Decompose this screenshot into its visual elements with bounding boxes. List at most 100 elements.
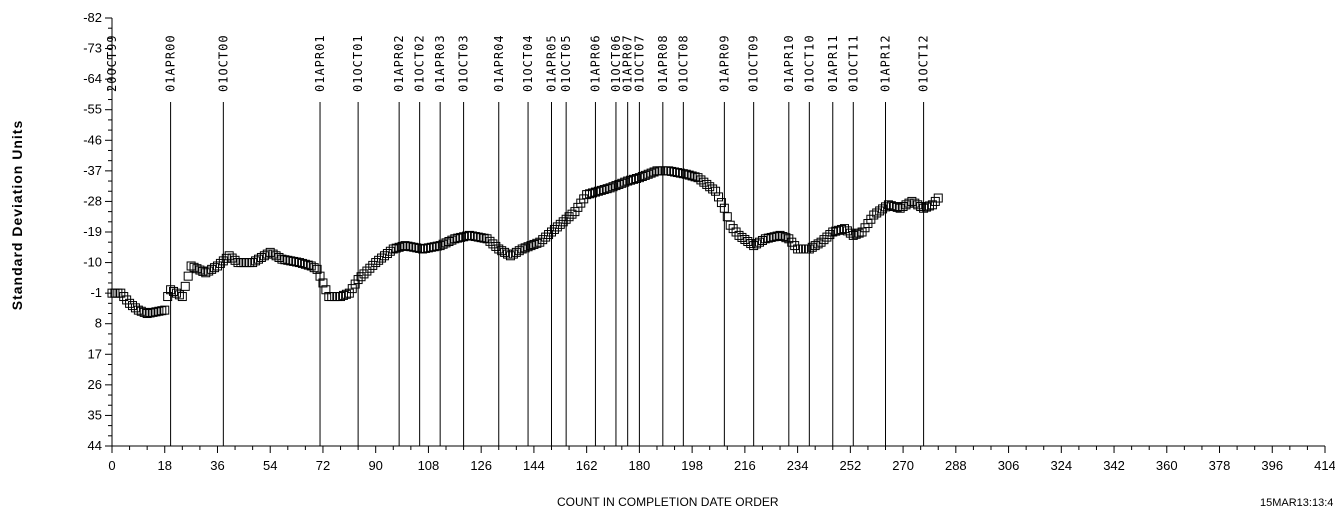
data-point — [725, 220, 735, 230]
x-tick-label: 18 — [158, 458, 172, 473]
data-point — [520, 243, 530, 253]
x-tick-label: 396 — [1261, 458, 1283, 473]
data-point — [804, 244, 814, 254]
data-point — [447, 235, 457, 245]
data-point — [341, 289, 351, 299]
data-point — [142, 309, 152, 319]
data-point — [289, 256, 299, 266]
data-point — [892, 202, 902, 212]
data-point — [705, 182, 715, 192]
data-point — [775, 230, 785, 240]
data-point — [828, 227, 838, 237]
reference-line-label: 01APR03 — [433, 34, 447, 92]
data-point — [898, 202, 908, 212]
reference-line-label: 01APR09 — [717, 34, 731, 92]
reference-line-label: 01APR07 — [621, 34, 635, 92]
data-point — [529, 239, 539, 249]
data-point — [511, 247, 521, 257]
data-point — [473, 232, 483, 242]
y-tick-label: 17 — [88, 346, 102, 361]
data-point — [130, 303, 140, 313]
data-point — [541, 232, 551, 242]
data-point — [350, 279, 360, 289]
data-point — [119, 292, 129, 302]
data-point — [714, 192, 723, 202]
data-point — [907, 196, 917, 206]
data-point — [634, 173, 644, 183]
data-point — [292, 257, 302, 267]
data-point — [113, 288, 123, 298]
x-tick-label: 72 — [316, 458, 330, 473]
data-point — [482, 234, 492, 244]
x-tick-label: 414 — [1314, 458, 1335, 473]
data-point — [388, 244, 398, 254]
data-point — [318, 278, 328, 288]
data-point — [623, 176, 633, 186]
data-point — [535, 237, 545, 247]
reference-line-label: 01OCT08 — [676, 34, 690, 92]
reference-line-label: 01OCT06 — [609, 34, 623, 92]
reference-line-label: 01APR10 — [782, 34, 796, 92]
data-point — [605, 183, 615, 193]
data-point — [916, 202, 926, 212]
reference-lines: 20OCT99 01APR00 01OCT00 01APR01 01OCT01 01APR… — [105, 34, 931, 446]
data-point — [883, 200, 893, 210]
data-point — [412, 243, 422, 253]
data-point — [362, 266, 372, 276]
data-point — [544, 230, 554, 240]
data-point — [462, 231, 472, 241]
data-point — [889, 202, 899, 212]
data-point — [283, 255, 293, 265]
y-tick-label: -19 — [83, 224, 102, 239]
reference-line-label: 01OCT01 — [351, 34, 365, 92]
reference-line-label: 01OCT09 — [747, 34, 761, 92]
data-point — [760, 234, 770, 244]
data-point — [330, 292, 340, 302]
data-point — [807, 242, 817, 252]
data-point — [825, 230, 835, 240]
data-point — [233, 258, 243, 268]
data-point — [265, 247, 275, 257]
data-point — [221, 253, 231, 263]
data-point — [696, 175, 706, 185]
y-tick-label: -37 — [83, 163, 102, 178]
data-point — [125, 298, 135, 308]
data-point — [382, 249, 392, 259]
x-tick-label: 198 — [681, 458, 703, 473]
data-point — [353, 275, 363, 285]
reference-line-label: 01OCT03 — [457, 34, 471, 92]
data-point — [467, 231, 477, 241]
reference-line-label: 01APR06 — [588, 34, 602, 92]
data-point — [787, 237, 797, 247]
x-tick-label: 180 — [629, 458, 651, 473]
data-point — [379, 251, 389, 261]
data-point — [886, 201, 896, 211]
data-point — [614, 179, 624, 189]
data-point — [602, 184, 612, 194]
data-point — [582, 190, 592, 200]
data-point — [769, 232, 779, 242]
data-point — [549, 224, 559, 234]
data-point — [306, 261, 316, 271]
data-point — [834, 225, 844, 235]
data-point — [271, 251, 281, 261]
y-tick-label: -73 — [83, 41, 102, 56]
data-point — [699, 177, 709, 187]
data-point — [391, 243, 401, 253]
data-point — [690, 172, 700, 182]
data-point — [438, 239, 448, 249]
x-tick-label: 252 — [839, 458, 861, 473]
data-point — [377, 253, 387, 263]
data-point — [842, 226, 852, 236]
data-point — [242, 258, 252, 268]
data-point — [426, 242, 436, 252]
data-point — [256, 252, 266, 262]
x-tick-label: 216 — [734, 458, 756, 473]
data-point — [919, 203, 929, 213]
data-point — [180, 281, 190, 291]
data-point — [904, 198, 914, 208]
data-point — [476, 233, 486, 243]
reference-line-label: 01OCT10 — [802, 34, 816, 92]
data-point — [151, 307, 161, 317]
data-point — [183, 271, 193, 281]
